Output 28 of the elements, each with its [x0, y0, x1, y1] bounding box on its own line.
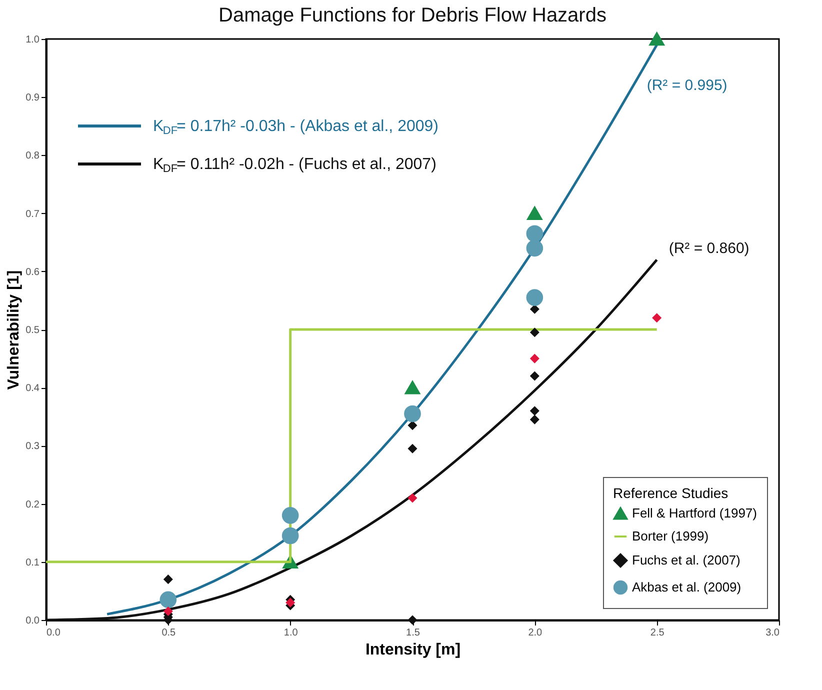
y-tick-label: 0.3	[26, 441, 40, 452]
legend-label: Borter (1999)	[632, 528, 709, 544]
legend-label: Fuchs et al. (2007)	[632, 552, 740, 568]
x-tick-label: 2.5	[650, 628, 665, 638]
x-axis-title: Intensity [m]	[365, 642, 461, 658]
y-tick-label: 0.8	[26, 150, 40, 162]
x-tick-label: 0.0	[46, 628, 61, 638]
y-tick-label: 0.4	[26, 383, 40, 394]
y-tick-label: 0.9	[26, 92, 40, 104]
y-tick-label: 0.0	[26, 616, 40, 626]
legend-label: Akbas et al. (2009)	[632, 580, 742, 594]
y-tick-label: 1.0	[26, 34, 40, 46]
y-tick-label: 0.2	[26, 499, 40, 510]
chart-title: Damage Functions for Debris Flow Hazards	[218, 4, 606, 26]
legend-title: Reference Studies	[613, 485, 728, 501]
x-tick-label: 3.0	[766, 628, 780, 638]
y-tick-label: 0.6	[26, 266, 40, 278]
x-tick-label: 1.0	[284, 628, 298, 638]
y-tick-label: 0.1	[26, 557, 40, 568]
annotation: (R² = 0.995)	[646, 76, 728, 94]
y-axis-title: Vulnerability [1]	[6, 270, 23, 390]
y-tick-label: 0.5	[26, 325, 40, 336]
x-tick-label: 0.5	[162, 628, 176, 638]
annotation: (R² = 0.860)	[668, 240, 750, 257]
legend-label: Fell & Hartford (1997)	[632, 506, 757, 520]
x-tick-label: 2.0	[528, 628, 543, 638]
x-tick-label: 1.5	[406, 628, 420, 638]
y-tick-label: 0.7	[26, 208, 40, 220]
